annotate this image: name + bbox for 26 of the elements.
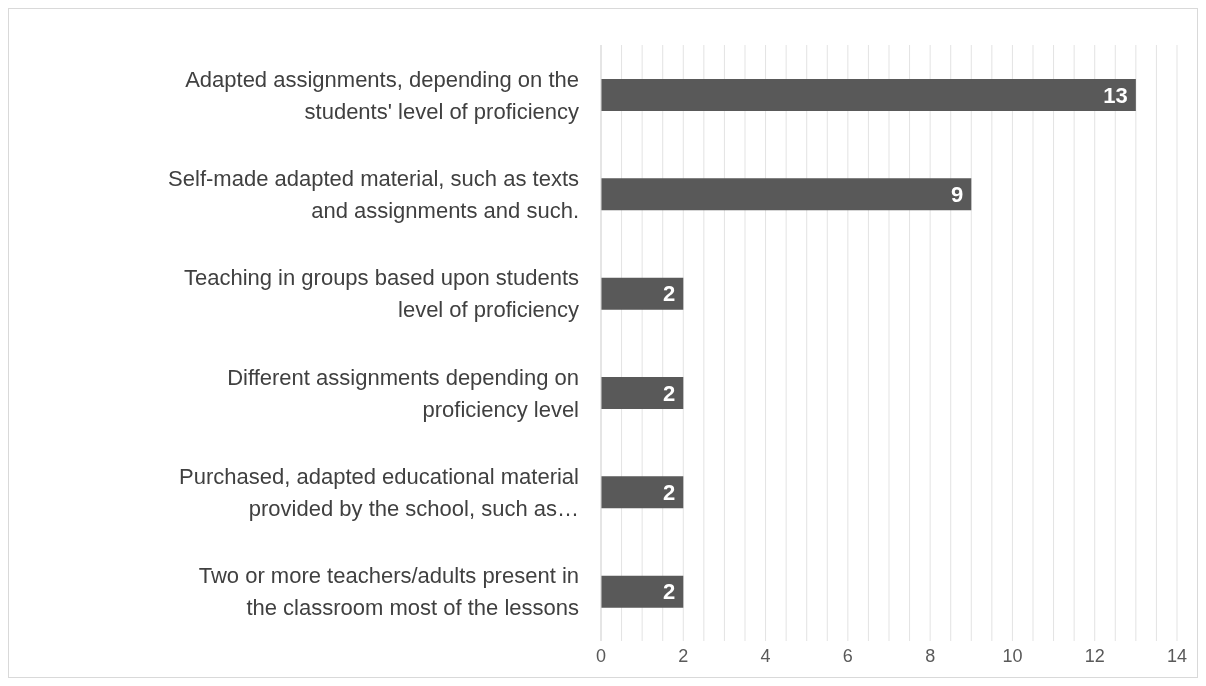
y-tick-label: Adapted assignments, depending on the students' level of proficiency: [185, 66, 579, 124]
x-tick-label: 10: [1002, 645, 1023, 666]
x-tick-label: 12: [1084, 645, 1105, 666]
data-label: 2: [663, 480, 676, 506]
data-label: 13: [1103, 82, 1128, 108]
data-label: 2: [663, 281, 676, 307]
data-label: 9: [951, 182, 964, 208]
y-tick-label: Two or more teachers/adults present in the classroom most of the lessons: [198, 562, 579, 620]
bar: [601, 377, 684, 409]
data-label: 2: [663, 579, 676, 605]
bar: [601, 575, 684, 608]
x-tick-label: 14: [1166, 645, 1188, 666]
bar: [601, 277, 684, 310]
x-tick-label: 2: [678, 645, 689, 666]
y-tick-label: Purchased, adapted educational material provided by the school, such as…: [179, 463, 579, 521]
y-tick-label: Teaching in groups based upon students level of proficiency: [183, 264, 579, 322]
bar: [601, 476, 684, 509]
x-tick-label: 6: [842, 645, 853, 666]
y-tick-label: Self-made adapted material, such as texts and assignments and such.: [168, 165, 579, 223]
x-tick-label: 8: [925, 645, 936, 666]
x-tick-label: 4: [760, 645, 771, 666]
bar: [601, 79, 1136, 111]
y-tick-label: Different assignments depending on proficiency level: [227, 364, 579, 422]
bar: [601, 178, 972, 211]
data-label: 2: [663, 380, 676, 406]
x-tick-label: 0: [595, 645, 607, 666]
